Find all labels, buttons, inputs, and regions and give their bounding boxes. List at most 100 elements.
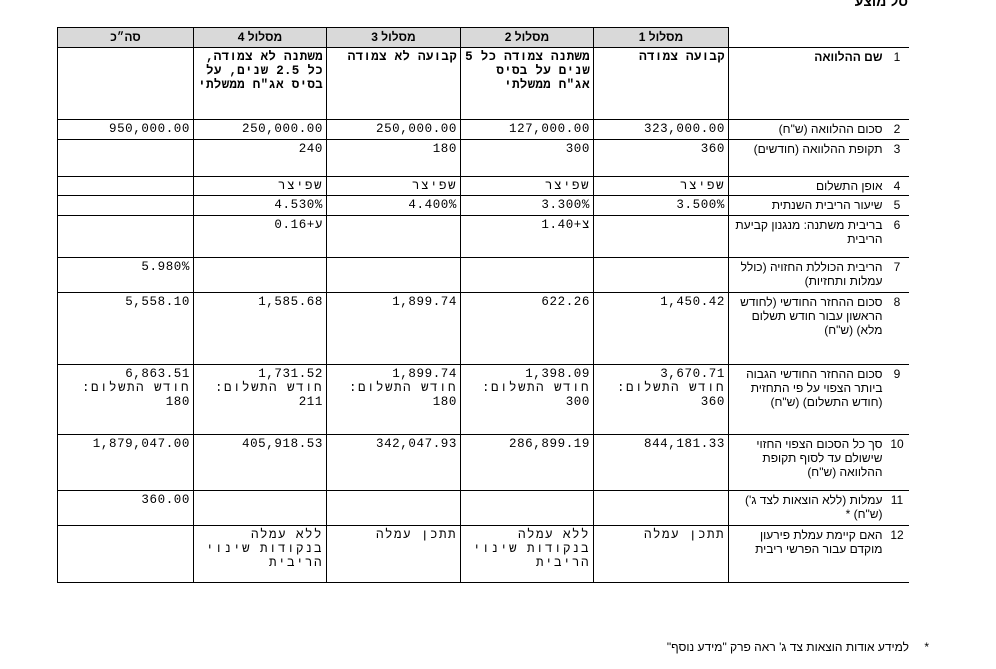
offer-table: מסלול 1 מסלול 2 מסלול 3 מסלול 4 סה״כ 1 שם ההל…	[57, 27, 909, 583]
value-cell: 1,899.74 חודש התשלום: 180	[326, 364, 461, 435]
empty-cell	[57, 139, 194, 177]
table-row: 2 סכום ההלוואה (ש"ח) 323,000.00 127,000.00 2…	[57, 119, 909, 140]
row-label: סכום ההלוואה (ש"ח)	[728, 119, 886, 140]
row-label: שיעור הריבית השנתית	[728, 195, 886, 216]
value-cell: 950,000.00	[57, 119, 194, 140]
empty-cell	[460, 490, 594, 526]
value-cell: תתכן עמלה	[326, 525, 461, 583]
value-cell: 323,000.00	[593, 119, 729, 140]
row-label: תקופת ההלוואה (חודשים)	[728, 139, 886, 177]
column-header: מסלול 4	[193, 27, 327, 48]
row-number: 6	[885, 215, 909, 258]
month: 300	[565, 395, 590, 409]
row-label: הריבית הכוללת החזויה (כולל עמלות ותחזיות…	[728, 257, 886, 293]
value-cell: 4.400%	[326, 195, 461, 216]
value-cell: 1,585.68	[193, 292, 327, 365]
table-row: 7 הריבית הכוללת החזויה (כולל עמלות ותחזיו…	[57, 257, 909, 293]
row-label: האם קיימת עמלת פירעון מוקדם עבור הפרשי ר…	[728, 525, 886, 583]
row-number: 2	[885, 119, 909, 140]
value-cell: 1,879,047.00	[57, 434, 194, 491]
row-number: 5	[885, 195, 909, 216]
header-row: מסלול 1 מסלול 2 מסלול 3 מסלול 4 סה״כ	[57, 27, 909, 48]
value-cell: תתכן עמלה	[593, 525, 729, 583]
value-cell: 1,398.09 חודש התשלום: 300	[460, 364, 594, 435]
empty-cell	[57, 47, 194, 120]
amount: 1,731.52	[258, 367, 323, 381]
value-cell: 180	[326, 139, 461, 177]
value-cell: 127,000.00	[460, 119, 594, 140]
footnote-text: למידע אודות הוצאות צד ג' ראה פרק "מידע נ…	[666, 640, 909, 654]
value-cell: שפיצר	[593, 176, 729, 196]
row-number: 4	[885, 176, 909, 196]
value-cell: ע+0.16	[193, 215, 327, 258]
table-body: 1 שם ההלוואה קבועה צמודה משתנה צמודה כל 5 ש…	[57, 47, 909, 583]
value-cell: 1,731.52 חודש התשלום: 211	[193, 364, 327, 435]
table-row: 8 סכום ההחזר החודשי (לחודש הראשון עבור חו…	[57, 292, 909, 365]
value-cell: 250,000.00	[326, 119, 461, 140]
value-cell: 5,558.10	[57, 292, 194, 365]
footnote-mark: *	[924, 640, 929, 654]
table-row: 3 תקופת ההלוואה (חודשים) 360 300 180 240	[57, 139, 909, 177]
row-label: אופן התשלום	[728, 176, 886, 196]
row-label: שם ההלוואה	[728, 47, 886, 120]
month: 360	[700, 395, 725, 409]
value-cell: 3,670.71 חודש התשלום: 360	[593, 364, 729, 435]
row-number: 10	[885, 434, 909, 491]
value-cell: 300	[460, 139, 594, 177]
row-number: 9	[885, 364, 909, 435]
column-header: מסלול 3	[326, 27, 461, 48]
amount: 3,670.71	[660, 367, 725, 381]
row-label: עמלות (ללא הוצאות לצד ג')(ש"ח) *	[728, 490, 886, 526]
value-cell: צ+1.40	[460, 215, 594, 258]
value-cell: 6,863.51 חודש התשלום: 180	[57, 364, 194, 435]
value-cell: 1,450.42	[593, 292, 729, 365]
value-cell: משתנה לא צמודה, כל 2.5 שנים, על בסיס אג"…	[193, 47, 327, 120]
value-cell: קבועה צמודה	[593, 47, 729, 120]
row-number: 1	[885, 47, 909, 120]
amount: 6,863.51	[125, 367, 190, 381]
row-label: בריבית משתנה: מנגנון קביעת הריבית	[728, 215, 886, 258]
row-label: סכום ההחזר החודשי (לחודש הראשון עבור חוד…	[728, 292, 886, 365]
row-number: 8	[885, 292, 909, 365]
column-header: מסלול 1	[593, 27, 729, 48]
value-cell: קבועה לא צמודה	[326, 47, 461, 120]
column-header: סה״כ	[57, 27, 194, 48]
empty-cell	[193, 257, 327, 293]
row-number: 7	[885, 257, 909, 293]
value-cell: שפיצר	[460, 176, 594, 196]
value-cell: 240	[193, 139, 327, 177]
value-cell: 3.500%	[593, 195, 729, 216]
value-cell: 405,918.53	[193, 434, 327, 491]
month-label: חודש התשלום:	[481, 381, 590, 395]
month-label: חודש התשלום:	[214, 381, 323, 395]
month-label: חודש התשלום:	[81, 381, 190, 395]
table-row: 10 סך כל הסכום הצפוי החזוי שישולם עד לסוף…	[57, 434, 909, 491]
value-cell: 5.980%	[57, 257, 194, 293]
value-cell: 250,000.00	[193, 119, 327, 140]
table-row: 11 עמלות (ללא הוצאות לצד ג')(ש"ח) * 360.00	[57, 490, 909, 526]
value-cell: שפיצר	[326, 176, 461, 196]
footnote: * למידע אודות הוצאות צד ג' ראה פרק "מידע …	[666, 640, 929, 654]
value-cell: משתנה צמודה כל 5 שנים על בסיס אג"ח ממשלת…	[460, 47, 594, 120]
empty-cell	[326, 215, 461, 258]
table-row: 12 האם קיימת עמלת פירעון מוקדם עבור הפרשי…	[57, 525, 909, 583]
title: סל מוצע	[854, 0, 908, 9]
value-cell: 622.26	[460, 292, 594, 365]
empty-cell	[57, 195, 194, 216]
month-label: חודש התשלום:	[348, 381, 457, 395]
value-cell: 360.00	[57, 490, 194, 526]
empty-cell	[593, 215, 729, 258]
table-row: 1 שם ההלוואה קבועה צמודה משתנה צמודה כל 5 ש…	[57, 47, 909, 120]
value-cell: 342,047.93	[326, 434, 461, 491]
month: 180	[432, 395, 457, 409]
row-number: 12	[885, 525, 909, 583]
row-number: 11	[885, 490, 909, 526]
empty-cell	[57, 215, 194, 258]
value-cell: ללא עמלה בנקודות שינוי הריבית	[193, 525, 327, 583]
amount: 1,899.74	[392, 367, 457, 381]
amount: 1,398.09	[525, 367, 590, 381]
table-row: 6 בריבית משתנה: מנגנון קביעת הריבית צ+1.40…	[57, 215, 909, 258]
empty-cell	[326, 490, 461, 526]
empty-cell	[57, 176, 194, 196]
table-row: 5 שיעור הריבית השנתית 3.500% 3.300% 4.400% 4.…	[57, 195, 909, 216]
